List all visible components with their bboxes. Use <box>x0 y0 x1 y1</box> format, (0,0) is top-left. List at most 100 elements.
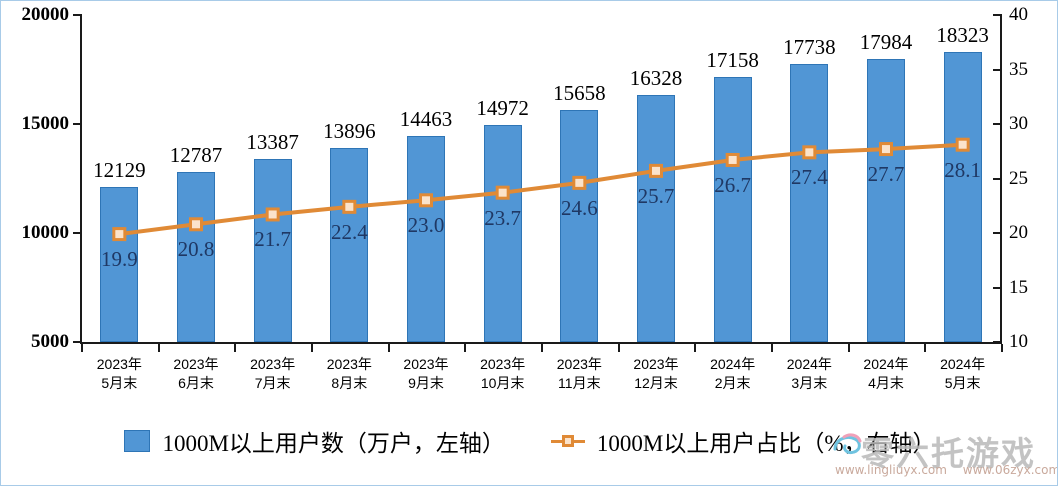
bar[interactable] <box>790 64 829 342</box>
line-value-label: 21.7 <box>254 227 292 252</box>
x-axis-category-label: 2024年 2月末 <box>694 355 771 393</box>
bar-value-label: 14972 <box>476 95 529 120</box>
x-axis-category-label: 2024年 4月末 <box>848 355 925 393</box>
category-label-line: 12月末 <box>634 374 678 391</box>
legend-label-line-series: 1000M以上用户占比（%，右轴） <box>596 431 936 456</box>
category-label-line: 5月末 <box>944 374 981 391</box>
bar[interactable] <box>637 95 675 342</box>
x-axis-tick <box>1001 344 1003 352</box>
y-axis-right-tick <box>993 341 1001 343</box>
legend-line-marker-icon <box>550 432 585 450</box>
category-label-line: 2024年 <box>940 356 986 372</box>
line-marker[interactable] <box>725 152 740 167</box>
line-marker[interactable] <box>572 175 587 190</box>
plot-area: 12129 12787 13387 13896 14463 14972 15658 16328… <box>81 15 1001 342</box>
line-series-layer <box>112 137 970 242</box>
line-value-label: 27.7 <box>867 162 905 187</box>
line-value-label: 26.7 <box>714 172 752 197</box>
x-axis-category-label: 2023年 5月末 <box>81 355 158 393</box>
category-label-line: 2024年 <box>710 356 756 372</box>
legend-label-bar-series: 1000M以上用户数（万户，左轴） <box>162 431 505 456</box>
bar[interactable] <box>713 76 752 342</box>
y-axis-right-tick-label: 15 <box>1009 276 1028 298</box>
x-axis-category-label: 2024年 3月末 <box>771 355 848 393</box>
bar-value-label: 17984 <box>859 29 913 54</box>
line-marker[interactable] <box>419 193 433 208</box>
line-marker[interactable] <box>189 217 203 232</box>
bar[interactable] <box>407 135 445 342</box>
category-label-line: 11月末 <box>558 374 601 391</box>
bar[interactable] <box>560 109 599 342</box>
x-axis-tick <box>464 344 467 352</box>
x-axis-category-label: 2023年 12月末 <box>618 355 695 393</box>
y-axis-right-tick <box>993 68 1001 71</box>
line-value-label: 23.0 <box>407 213 445 238</box>
x-axis-category-label: 2023年 7月末 <box>234 355 311 393</box>
line-marker[interactable] <box>955 137 970 152</box>
category-label-line: 6月末 <box>178 374 214 391</box>
bar[interactable] <box>177 172 215 342</box>
line-marker[interactable] <box>802 145 817 160</box>
y-axis-left-tick <box>73 14 80 16</box>
x-axis-tick <box>924 344 927 352</box>
bar-value-label: 18323 <box>936 22 989 47</box>
category-label-line: 10月末 <box>480 374 525 391</box>
y-axis-right-tick-label: 35 <box>1009 58 1028 80</box>
bar[interactable] <box>867 58 905 342</box>
line-value-label: 23.7 <box>484 205 522 230</box>
x-axis-line <box>80 342 1002 344</box>
bar-value-label: 17738 <box>783 35 836 60</box>
x-axis-category-label: 2023年 10月末 <box>464 355 541 393</box>
bar-value-label: 13896 <box>323 119 376 144</box>
line-path <box>117 142 965 237</box>
x-axis-tick <box>847 344 850 352</box>
line-marker[interactable] <box>879 142 893 157</box>
bar[interactable] <box>483 124 522 342</box>
x-axis-tick <box>311 344 313 352</box>
y-axis-right-tick-label: 20 <box>1009 222 1028 243</box>
line-value-label: 27.4 <box>790 165 828 190</box>
y-axis-right-tick-label: 30 <box>1009 113 1028 134</box>
line-marker[interactable] <box>649 163 663 178</box>
category-label-line: 2023年 <box>403 356 449 372</box>
bar[interactable] <box>943 51 982 342</box>
line-marker[interactable] <box>495 185 510 200</box>
category-label-line: 2023年 <box>326 356 372 372</box>
category-label-line: 2023年 <box>250 356 296 372</box>
x-axis-tick <box>541 344 543 352</box>
bar-value-label: 16328 <box>629 66 683 91</box>
y-axis-left-line <box>80 14 82 343</box>
bar-value-label: 13387 <box>246 130 299 155</box>
chart-legend: 1000M以上用户数（万户，左轴） 1000M以上用户占比（%，右轴） <box>1 419 1057 463</box>
line-value-label: 24.6 <box>560 195 598 220</box>
line-marker[interactable] <box>265 207 280 222</box>
y-axis-right-tick-label: 25 <box>1009 167 1028 189</box>
legend-item-line-series[interactable]: 1000M以上用户占比（%，右轴） <box>550 424 936 458</box>
line-value-label: 22.4 <box>330 219 368 244</box>
y-axis-left-tick-label: 15000 <box>21 113 70 134</box>
category-label-line: 8月末 <box>331 374 368 391</box>
y-axis-left-tick <box>73 341 80 343</box>
category-label-line: 2023年 <box>556 356 602 372</box>
legend-item-bar-series[interactable]: 1000M以上用户数（万户，左轴） <box>124 424 505 458</box>
line-marker[interactable] <box>342 199 357 214</box>
y-axis-left-tick-label: 5000 <box>31 331 69 352</box>
line-marker[interactable] <box>112 227 127 242</box>
bar[interactable] <box>330 148 369 342</box>
category-label-line: 2023年 <box>480 356 526 372</box>
x-axis-tick <box>694 344 697 352</box>
category-label-line: 2024年 <box>786 356 832 372</box>
bar-value-label: 15658 <box>553 80 606 105</box>
x-axis-category-label: 2023年 11月末 <box>541 355 618 393</box>
bar-value-label: 12129 <box>93 157 146 182</box>
watermark-url-1: www.lingliuyx.com <box>835 463 947 477</box>
y-axis-right-tick-label: 40 <box>1009 4 1028 25</box>
category-label-line: 2023年 <box>633 356 679 372</box>
bar[interactable] <box>253 159 292 342</box>
y-axis-right-tick <box>993 14 1001 16</box>
y-axis-right-line <box>1000 14 1002 343</box>
line-value-label: 19.9 <box>100 247 138 272</box>
x-axis-category-label: 2024年 5月末 <box>924 355 1001 393</box>
bar-value-label: 17158 <box>706 47 759 72</box>
bar[interactable] <box>100 186 139 342</box>
